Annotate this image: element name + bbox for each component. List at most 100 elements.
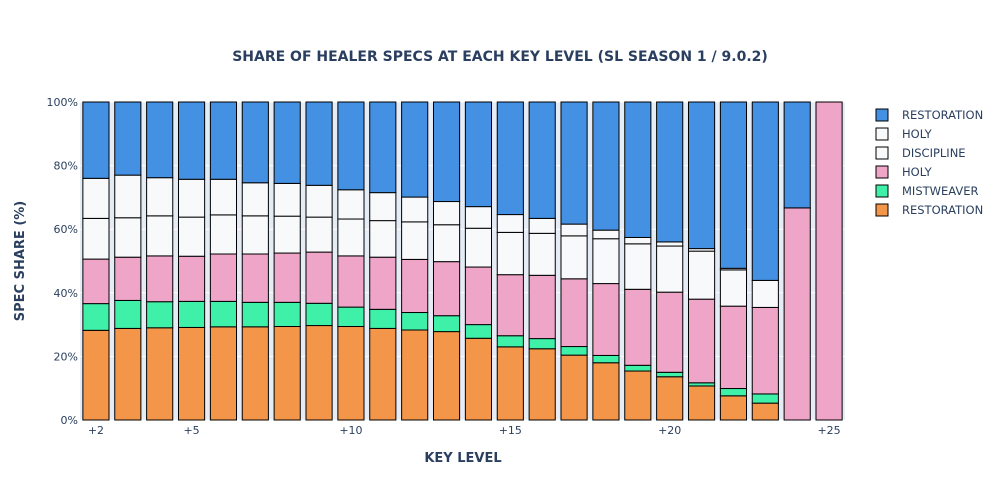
bar-segment[interactable] <box>656 245 684 293</box>
bar-segment[interactable] <box>719 305 748 390</box>
bar-segment[interactable] <box>114 256 142 301</box>
bar-segment[interactable] <box>177 326 206 421</box>
bar-segment[interactable] <box>369 256 397 310</box>
bar-segment[interactable] <box>496 231 524 276</box>
bar-segment[interactable] <box>624 364 652 372</box>
bar-segment[interactable] <box>305 251 333 304</box>
bar-segment[interactable] <box>273 101 301 184</box>
bar-segment[interactable] <box>146 255 174 303</box>
bar-segment[interactable] <box>592 238 620 285</box>
bar-segment[interactable] <box>560 354 588 421</box>
bar-segment[interactable] <box>528 338 556 350</box>
bar-segment[interactable] <box>401 312 429 331</box>
bar-segment[interactable] <box>114 101 142 176</box>
bar-segment[interactable] <box>432 315 461 333</box>
bar-segment[interactable] <box>560 223 588 237</box>
bar-segment[interactable] <box>82 258 110 305</box>
bar-segment[interactable] <box>464 227 493 268</box>
bar-segment[interactable] <box>528 217 556 234</box>
bar-segment[interactable] <box>496 346 524 421</box>
bar-segment[interactable] <box>624 243 652 290</box>
bar-segment[interactable] <box>592 354 620 364</box>
bar-segment[interactable] <box>177 101 206 180</box>
legend-item[interactable]: DISCIPLINE <box>875 146 966 160</box>
bar-segment[interactable] <box>496 274 524 337</box>
bar-segment[interactable] <box>815 101 843 421</box>
bar-segment[interactable] <box>369 327 397 421</box>
bar-segment[interactable] <box>337 189 365 220</box>
bar-segment[interactable] <box>656 101 684 243</box>
bar-segment[interactable] <box>241 253 269 303</box>
bar-segment[interactable] <box>337 101 365 191</box>
bar-segment[interactable] <box>82 329 110 421</box>
legend-item[interactable]: RESTORATION <box>875 108 983 122</box>
bar-segment[interactable] <box>209 326 238 421</box>
bar-segment[interactable] <box>464 324 493 339</box>
bar-segment[interactable] <box>369 101 397 194</box>
legend-item[interactable]: MISTWEAVER <box>875 184 979 198</box>
bar-segment[interactable] <box>114 299 142 329</box>
bar-segment[interactable] <box>114 217 142 258</box>
bar-segment[interactable] <box>209 178 238 216</box>
bar-segment[interactable] <box>146 101 174 179</box>
bar-segment[interactable] <box>783 207 811 421</box>
bar-segment[interactable] <box>656 371 684 378</box>
bar-segment[interactable] <box>305 302 333 327</box>
bar-segment[interactable] <box>177 178 206 218</box>
bar-segment[interactable] <box>369 220 397 258</box>
bar-segment[interactable] <box>273 182 301 217</box>
bar-segment[interactable] <box>273 301 301 328</box>
bar-segment[interactable] <box>401 196 429 223</box>
bar-segment[interactable] <box>496 335 524 348</box>
legend[interactable]: RESTORATION HOLY DISCIPLINE HOLY MISTWEAVER R… <box>875 108 983 217</box>
bar-segment[interactable] <box>464 101 493 208</box>
bar-segment[interactable] <box>177 255 206 302</box>
bar-segment[interactable] <box>592 283 620 356</box>
bar-segment[interactable] <box>751 279 779 308</box>
bar-segment[interactable] <box>432 101 461 203</box>
bar-segment[interactable] <box>273 215 301 254</box>
bar-segment[interactable] <box>337 306 365 328</box>
bar-segment[interactable] <box>464 266 493 326</box>
bar-segment[interactable] <box>273 252 301 303</box>
bar-segment[interactable] <box>401 258 429 314</box>
bar-segment[interactable] <box>592 362 620 421</box>
bar-segment[interactable] <box>146 327 174 421</box>
bar-segment[interactable] <box>560 278 588 348</box>
bar-segment[interactable] <box>687 298 716 384</box>
bar-segment[interactable] <box>592 229 620 240</box>
bar-segment[interactable] <box>114 174 142 219</box>
legend-item[interactable]: RESTORATION <box>875 203 983 217</box>
bar-segment[interactable] <box>273 326 301 421</box>
bar-segment[interactable] <box>656 241 684 247</box>
bar-segment[interactable] <box>401 101 429 198</box>
bar-segment[interactable] <box>337 218 365 257</box>
bar-segment[interactable] <box>496 214 524 233</box>
bar-segment[interactable] <box>114 327 142 421</box>
bar-segment[interactable] <box>783 101 811 209</box>
bar-segment[interactable] <box>751 306 779 395</box>
bar-segment[interactable] <box>146 215 174 257</box>
bar-segment[interactable] <box>337 255 365 308</box>
bar-segment[interactable] <box>528 348 556 421</box>
bar-segment[interactable] <box>687 250 716 300</box>
bar-segment[interactable] <box>496 101 524 216</box>
bar-segment[interactable] <box>719 388 748 397</box>
bar-segment[interactable] <box>82 101 110 179</box>
bar-segment[interactable] <box>209 101 238 180</box>
bar-segment[interactable] <box>751 402 779 421</box>
bar-segment[interactable] <box>305 216 333 253</box>
bar-segment[interactable] <box>624 236 652 245</box>
bar-segment[interactable] <box>528 101 556 219</box>
bar-segment[interactable] <box>528 274 556 340</box>
bar-segment[interactable] <box>209 300 238 328</box>
bar-segment[interactable] <box>305 101 333 186</box>
bar-segment[interactable] <box>687 385 716 421</box>
bar-segment[interactable] <box>432 331 461 421</box>
bar-segment[interactable] <box>751 101 779 281</box>
legend-item[interactable]: HOLY <box>875 165 933 179</box>
bar-segment[interactable] <box>177 216 206 257</box>
legend-item[interactable]: HOLY <box>875 127 933 141</box>
bar-segment[interactable] <box>464 337 493 421</box>
bar-segment[interactable] <box>146 177 174 217</box>
